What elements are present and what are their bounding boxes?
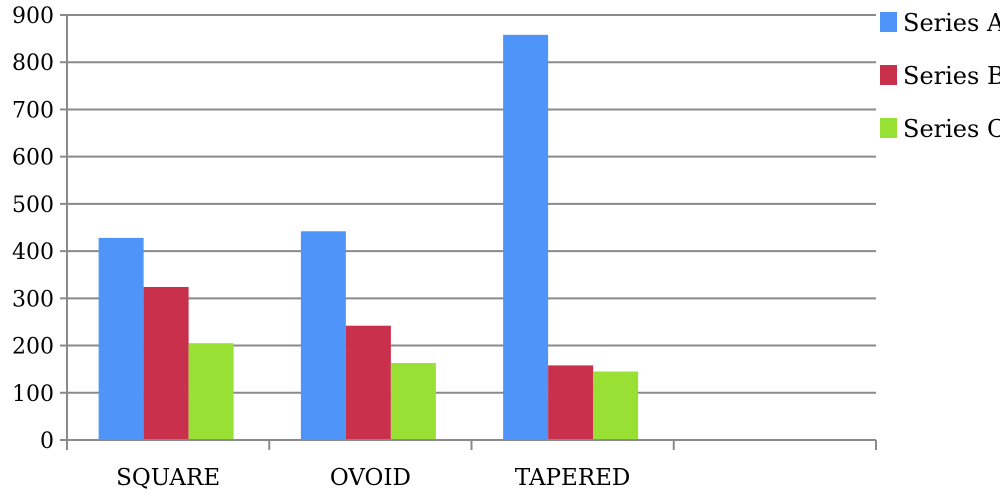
y-tick-label: 700 [12,98,54,123]
y-tick-label: 600 [12,146,54,171]
bar-series-a-square [98,237,144,440]
bar-series-c-square [188,343,234,440]
legend-swatch [880,118,897,138]
bar-series-a-ovoid [300,231,346,440]
bar-series-b-ovoid [345,325,391,440]
x-category-label: SQUARE [116,465,220,491]
legend: Series A Series B Series C [880,9,1000,143]
legend-label: Series A [903,9,1000,37]
bar-series-c-tapered [593,371,639,440]
bar-series-a-tapered [503,34,549,440]
y-tick-label: 900 [12,4,54,29]
y-tick-label: 800 [12,51,54,76]
bar-series-c-ovoid [390,363,436,440]
y-tick-label: 300 [12,287,54,312]
bars [98,34,639,440]
x-category-labels: SQUARE OVOID TAPERED [116,465,630,491]
y-tick-labels: 0 100 200 300 400 500 600 700 800 900 [12,4,54,454]
bar-series-b-tapered [548,365,594,440]
x-category-label: TAPERED [515,465,631,491]
x-category-label: OVOID [330,465,411,491]
y-tick-label: 100 [12,382,54,407]
legend-swatch [880,65,897,85]
bar-series-b-square [143,287,189,440]
y-tick-label: 500 [12,193,54,218]
axes [60,14,877,450]
legend-label: Series C [903,115,1000,143]
legend-label: Series B [903,62,1000,90]
y-tick-label: 0 [40,429,54,454]
legend-swatch [880,12,897,32]
y-tick-label: 400 [12,240,54,265]
y-tick-label: 200 [12,335,54,360]
